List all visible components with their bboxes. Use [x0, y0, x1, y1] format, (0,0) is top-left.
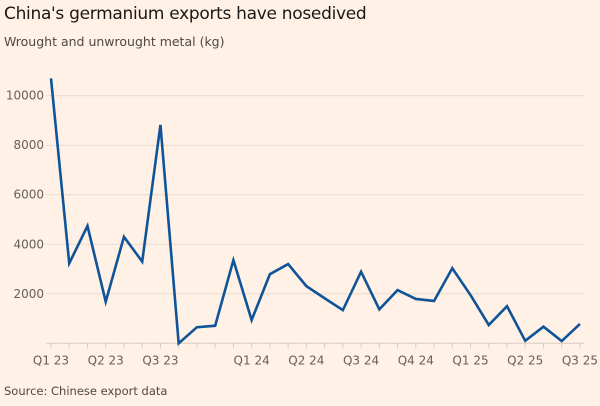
x-tick-label: Q3 24	[343, 353, 379, 367]
x-tick-label: Q2 24	[288, 353, 324, 367]
y-tick-label: 6000	[13, 188, 44, 202]
chart-title: China's germanium exports have nosedived	[4, 4, 367, 24]
y-tick-label: 8000	[13, 138, 44, 152]
x-tick-label: Q2 25	[507, 353, 543, 367]
x-tick-label: Q3 23	[142, 353, 178, 367]
x-tick-label: Q2 23	[88, 353, 124, 367]
x-tick-label: Q1 23	[33, 353, 69, 367]
x-tick-label: Q4 24	[398, 353, 434, 367]
y-tick-label: 4000	[13, 237, 44, 251]
x-tick-label: Q3 25	[562, 353, 598, 367]
chart-subtitle: Wrought and unwrought metal (kg)	[4, 34, 225, 49]
x-tick-label: Q1 24	[234, 353, 270, 367]
y-tick-label: 2000	[13, 287, 44, 301]
source-note: Source: Chinese export data	[4, 384, 168, 398]
series-line	[49, 78, 581, 346]
y-tick-label: 10000	[6, 89, 44, 103]
x-tick-label: Q1 25	[452, 353, 488, 367]
